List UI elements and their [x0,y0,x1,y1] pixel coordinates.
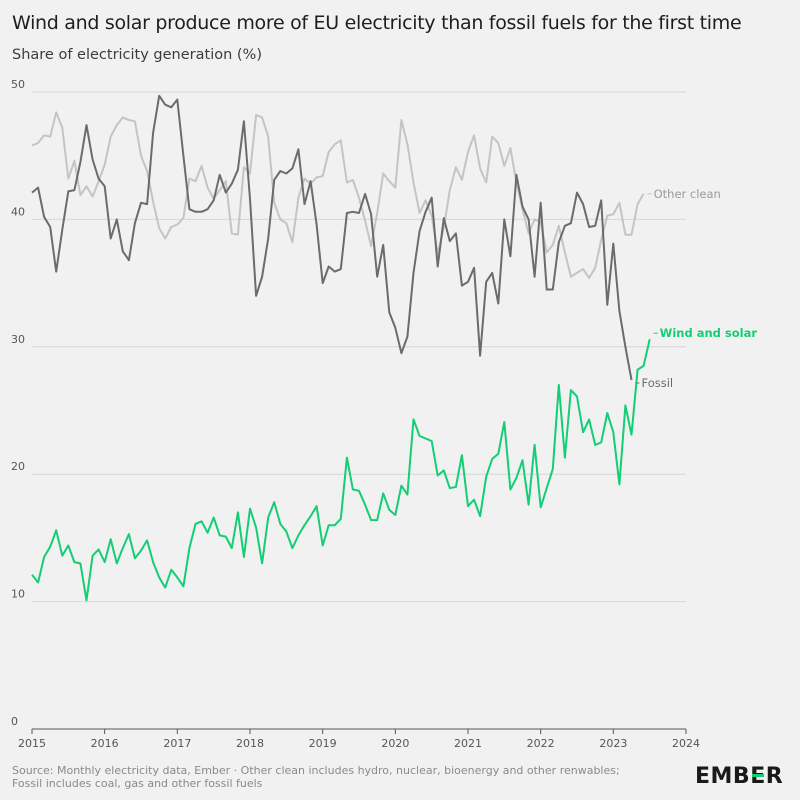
x-tick-2022: 2022 [527,737,555,750]
y-tick-labels: 0 10 20 30 40 50 [11,78,25,728]
x-tick-2018: 2018 [236,737,264,750]
series-label-fossil: Fossil [642,376,674,390]
y-tick-0: 0 [11,715,18,728]
x-tick-labels: 2015 2016 2017 2018 2019 2020 2021 2022 2023 2024 [18,737,700,750]
source-note: Source: Monthly electricity data, Ember … [12,764,620,790]
y-tick-10: 10 [11,588,25,601]
x-tick-2023: 2023 [599,737,627,750]
chart-title: Wind and solar produce more of EU electr… [12,12,742,34]
ember-logo: EMBER [695,764,784,789]
series-label-other_clean: Other clean [654,187,721,201]
x-tick-2021: 2021 [454,737,482,750]
series-line-fossil [31,94,633,381]
series-label-wind_solar: Wind and solar [660,326,758,340]
series-lines [31,94,651,602]
y-tick-30: 30 [11,333,25,346]
grid-lines [31,91,687,734]
chart-subtitle: Share of electricity generation (%) [12,47,262,63]
x-tick-2020: 2020 [381,737,409,750]
x-tick-2016: 2016 [91,737,119,750]
x-tick-2019: 2019 [309,737,337,750]
y-tick-20: 20 [11,460,25,473]
series-labels: Other clean Fossil Wind and solar [635,187,758,390]
x-tick-2017: 2017 [163,737,191,750]
y-tick-40: 40 [11,205,25,218]
x-tick-2015: 2015 [18,737,46,750]
y-tick-50: 50 [11,78,25,91]
series-line-wind_solar [31,338,651,602]
x-tick-2024: 2024 [672,737,700,750]
